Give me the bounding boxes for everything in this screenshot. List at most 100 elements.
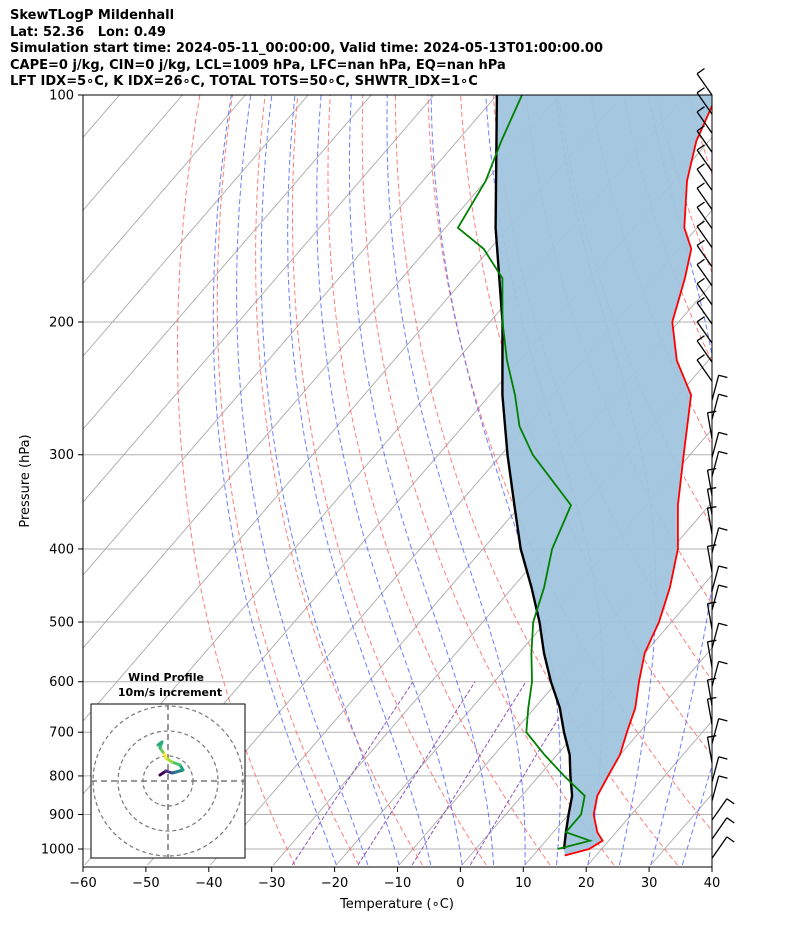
wind-barb-flag	[696, 67, 705, 75]
x-tick-label: −10	[384, 876, 411, 891]
wind-barb-flag	[718, 775, 728, 779]
isotherm-line	[83, 95, 561, 649]
x-tick-label: 0	[456, 876, 464, 891]
wind-barb	[696, 73, 713, 96]
wind-barb	[711, 565, 720, 592]
wind-barb-flag	[718, 717, 728, 722]
isotherm-line	[714, 95, 794, 865]
x-tick-label: −40	[195, 876, 222, 891]
hodograph	[91, 704, 245, 858]
wind-barb	[696, 340, 713, 363]
moist-adiabat-line	[348, 95, 495, 866]
wind-barb-flag	[696, 144, 705, 151]
wind-barb-flag	[726, 798, 735, 805]
wind-barb	[696, 168, 713, 191]
wind-barb	[696, 130, 713, 153]
isotherm-line	[83, 95, 435, 503]
wind-barb-flag	[718, 431, 728, 436]
cape-line: CAPE=0 j/kg, CIN=0 j/kg, LCL=1009 hPa, L…	[10, 57, 506, 73]
wind-barb	[696, 92, 713, 115]
dry-adiabat-line	[786, 95, 794, 865]
wind-barb	[711, 718, 720, 744]
wind-barb	[711, 661, 720, 687]
wind-barb-flag	[707, 544, 717, 548]
wind-barb	[696, 206, 713, 229]
axes: −60 −50 −40 −30 −20 −10 0 10 20 30 40 100 200 300 400 5…	[41, 89, 720, 892]
wind-barb-flag	[718, 565, 728, 569]
inset-subtitle: 10m/s increment	[118, 686, 222, 699]
wind-barb	[711, 394, 720, 420]
moist-adiabat-line	[647, 95, 712, 866]
wind-barb	[696, 111, 713, 134]
wind-barb-flag	[707, 735, 717, 738]
wind-barb-flag	[707, 601, 717, 605]
wind-barb-flag	[696, 125, 705, 132]
wind-barb	[711, 817, 728, 840]
wind-barb	[706, 698, 713, 725]
isotherm-line	[398, 501, 712, 866]
wind-barb-flag	[696, 87, 705, 94]
wind-barb-flag	[696, 201, 705, 208]
wind-barb	[696, 225, 713, 249]
wind-barb-flag	[707, 486, 717, 490]
isotherm-line	[524, 647, 712, 866]
y-tick-label: 500	[49, 616, 74, 631]
moist-adiabat-line	[260, 95, 400, 866]
wind-barb	[706, 737, 713, 763]
wind-barb	[711, 451, 720, 477]
y-tick-label: 1000	[41, 843, 74, 858]
y-tick-label: 100	[49, 89, 74, 104]
moist-adiabat-line	[287, 95, 432, 866]
dry-adiabat-line	[590, 95, 712, 447]
shaded-region	[495, 95, 712, 856]
dry-adiabat-line	[721, 95, 794, 865]
wind-barb-flag	[696, 296, 705, 304]
wind-profile-inset: Wind Profile 10m/s increment	[90, 671, 246, 859]
wind-barb	[706, 679, 713, 706]
wind-barb-flag	[696, 182, 705, 189]
wind-barb	[711, 798, 728, 821]
wind-barb-flag	[696, 239, 705, 246]
moist-adiabat-line	[386, 95, 526, 866]
isotherm-line	[83, 95, 246, 284]
cape-cin-fill	[495, 95, 712, 856]
wind-barb-flag	[696, 106, 705, 113]
x-tick-label: 10	[515, 876, 532, 891]
wind-barb-flag	[696, 258, 705, 266]
wind-barb-flag	[696, 354, 705, 361]
chart-title: SkewTLogP Mildenhall	[10, 8, 175, 23]
wind-barb	[711, 836, 728, 859]
mixing-ratio-line	[411, 681, 527, 866]
wind-barb-flag	[707, 696, 717, 700]
wind-barb-flag	[718, 622, 728, 627]
y-tick-label: 700	[49, 726, 74, 741]
profile-lines	[456, 95, 712, 857]
wind-barb-flag	[707, 467, 717, 471]
dry-adiabat-line	[292, 95, 487, 866]
temperature-line	[564, 103, 712, 857]
wind-barb	[706, 412, 713, 439]
wind-barb	[706, 489, 713, 515]
wind-barb	[711, 756, 720, 783]
mixing-ratio-line	[357, 681, 476, 866]
x-tick-label: 20	[578, 876, 595, 891]
moist-adiabat-line	[212, 95, 337, 866]
wind-barb-flag	[696, 335, 705, 342]
dewpoint-line	[456, 95, 594, 850]
wind-barb-flag	[707, 677, 717, 681]
isotherm-line	[83, 95, 498, 576]
mixing-ratio-line	[469, 681, 582, 866]
moist-adiabat-line	[714, 95, 794, 865]
wind-barb	[711, 432, 720, 458]
index-line: LFT IDX=5∘C, K IDX=26∘C, TOTAL TOTS=50∘C…	[10, 74, 478, 89]
y-tick-label: 300	[49, 448, 74, 463]
wind-barb-flag	[718, 450, 728, 455]
wind-barb	[696, 245, 713, 268]
wind-barb-flag	[718, 527, 728, 531]
y-tick-label: 200	[49, 315, 74, 330]
wind-barb-flag	[696, 163, 705, 170]
dry-adiabat-line	[688, 95, 712, 176]
wind-barb	[711, 584, 720, 611]
moist-adiabat-line	[236, 95, 369, 866]
